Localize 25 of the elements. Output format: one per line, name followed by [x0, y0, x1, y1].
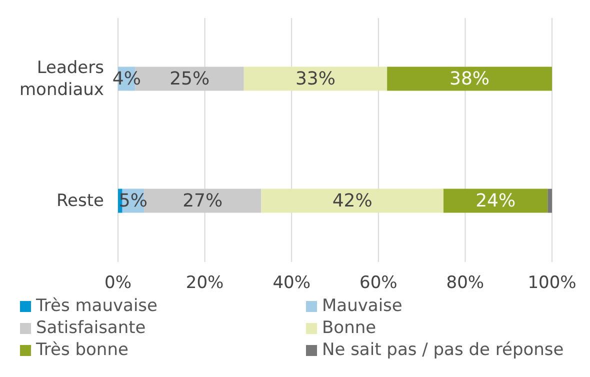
y-tick-label: Reste [56, 191, 104, 211]
legend-label: Satisfaisante [36, 318, 146, 338]
data-label: 42% [332, 190, 372, 212]
data-label: 25% [170, 68, 210, 90]
legend-label: Bonne [322, 318, 376, 338]
x-tick-label: 60% [360, 273, 398, 294]
bar [244, 66, 388, 91]
legend-label: Mauvaise [322, 296, 402, 316]
data-label: 27% [182, 190, 223, 212]
bar [548, 188, 552, 213]
bar [261, 188, 444, 213]
x-tick-label: 20% [186, 273, 224, 294]
legend-label: Ne sait pas / pas de réponse [322, 340, 564, 360]
bar [387, 66, 552, 91]
y-tick-label: Leaders mondiaux [19, 58, 104, 100]
bar [444, 188, 548, 213]
legend-label: Très bonne [36, 340, 128, 360]
x-tick-label: 40% [272, 273, 310, 294]
x-tick-label: 100% [528, 273, 576, 294]
x-tick-label: 80% [446, 273, 484, 294]
data-label: 24% [476, 190, 516, 212]
legend-label: Très mauvaise [36, 296, 158, 316]
data-label: 33% [295, 68, 336, 90]
x-tick-label: 0% [104, 273, 132, 294]
data-label: 38% [450, 68, 490, 90]
